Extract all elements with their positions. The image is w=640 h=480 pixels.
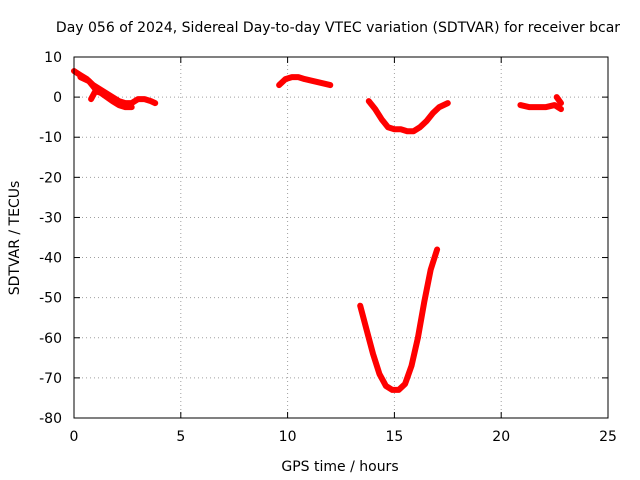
y-tick-label: 10 — [44, 50, 62, 66]
data-series — [71, 68, 564, 393]
x-tick-label: 0 — [70, 429, 79, 445]
y-tick-label: -30 — [39, 210, 62, 226]
x-tick-label: 10 — [279, 429, 297, 445]
series-arc-6 — [517, 102, 564, 113]
grid — [74, 57, 608, 418]
series-arc-4 — [276, 74, 334, 89]
series-arc-8 — [357, 246, 441, 393]
y-tick-label: -60 — [39, 331, 62, 347]
x-tick-label: 15 — [385, 429, 403, 445]
y-tick-label: -40 — [39, 251, 62, 267]
y-axis-label: SDTVAR / TECUs — [7, 181, 23, 296]
series-arc-3 — [88, 88, 131, 109]
y-tick-label: -10 — [39, 130, 62, 146]
x-axis-label: GPS time / hours — [281, 459, 398, 475]
chart-title: Day 056 of 2024, Sidereal Day-to-day VTE… — [56, 20, 620, 36]
x-tick-label: 20 — [492, 429, 510, 445]
series-arc-7 — [553, 94, 564, 107]
x-tick-label: 25 — [599, 429, 617, 445]
y-tick-label: -50 — [39, 291, 62, 307]
y-tick-label: -80 — [39, 411, 62, 427]
y-tick-label: 0 — [53, 90, 62, 106]
series-arc-5 — [365, 98, 451, 135]
axis-ticks: 0 5 10 15 20 25 10 0 -10 -20 -30 -40 -50 -60 -70 -80 — [39, 50, 617, 445]
x-tick-label: 5 — [176, 429, 185, 445]
y-tick-label: -70 — [39, 371, 62, 387]
plot-border — [73, 56, 609, 419]
y-tick-label: -20 — [39, 170, 62, 186]
